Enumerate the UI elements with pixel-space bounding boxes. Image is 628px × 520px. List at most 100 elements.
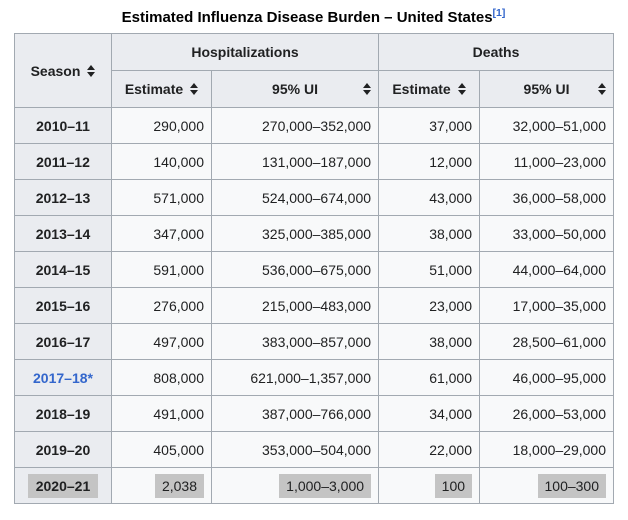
deaths-estimate-value: 43,000: [429, 189, 473, 206]
deaths-ui-value: 32,000–51,000: [512, 117, 607, 134]
influenza-burden-table: Season Hospitalizations Deaths Estimate …: [14, 33, 615, 504]
deaths-ui-value: 44,000–64,000: [512, 261, 607, 278]
hosp-estimate-cell: 140,000: [111, 143, 212, 180]
hosp-ui-cell: 325,000–385,000: [210, 215, 380, 252]
hosp-estimate-value: 405,000: [153, 441, 204, 458]
deaths-ui-cell: 17,000–35,000: [479, 287, 615, 324]
sort-icon: [457, 83, 466, 96]
hosp-estimate-value: 2,038: [154, 473, 204, 498]
deaths-estimate-cell: 12,000: [378, 143, 481, 180]
season-cell: 2019–20: [14, 431, 112, 468]
deaths-ui-value: 100–300: [537, 473, 607, 498]
hosp-estimate-cell: 571,000: [111, 179, 212, 216]
season-link[interactable]: 2017–18*: [33, 369, 93, 386]
hosp-estimate-cell: 497,000: [111, 323, 212, 360]
table-row: 2014–15 591,000 536,000–675,000 51,000 4…: [14, 251, 615, 288]
hosp-ui-value: 325,000–385,000: [262, 225, 372, 242]
influenza-burden-table-container: Estimated Influenza Disease Burden – Uni…: [14, 6, 615, 504]
season-label: 2013–14: [35, 225, 91, 242]
hosp-estimate-value: 808,000: [153, 369, 204, 386]
season-cell: 2017–18*: [14, 359, 112, 396]
hosp-ui-header-label: 95% UI: [272, 81, 318, 97]
hosp-ui-value: 270,000–352,000: [262, 117, 372, 134]
deaths-ui-cell: 28,500–61,000: [479, 323, 615, 360]
table-body: 2010–11 290,000 270,000–352,000 37,000 3…: [14, 107, 615, 504]
deaths-estimate-header-label: Estimate: [392, 81, 451, 97]
deaths-ui-cell: 36,000–58,000: [479, 179, 615, 216]
table-row: 2012–13 571,000 524,000–674,000 43,000 3…: [14, 179, 615, 216]
hosp-ui-value: 383,000–857,000: [262, 333, 372, 350]
deaths-ui-value: 36,000–58,000: [512, 189, 607, 206]
hosp-ui-cell: 1,000–3,000: [210, 467, 380, 504]
deaths-estimate-value: 51,000: [429, 261, 473, 278]
season-cell: 2010–11: [14, 107, 112, 144]
hosp-ui-cell: 215,000–483,000: [210, 287, 380, 324]
sort-icon: [598, 83, 607, 95]
hosp-ui-value: 215,000–483,000: [262, 297, 372, 314]
table-row: 2019–20 405,000 353,000–504,000 22,000 1…: [14, 431, 615, 468]
hosp-ui-value: 1,000–3,000: [279, 473, 372, 498]
hosp-ui-cell: 353,000–504,000: [210, 431, 380, 468]
hosp-estimate-header-label: Estimate: [124, 81, 184, 97]
deaths-estimate-column-header[interactable]: Estimate: [378, 70, 481, 108]
deaths-ui-cell: 33,000–50,000: [479, 215, 615, 252]
deaths-ui-column-header[interactable]: 95% UI: [479, 70, 615, 108]
season-cell: 2015–16: [14, 287, 112, 324]
season-cell: 2020–21: [14, 467, 112, 504]
hosp-estimate-value: 591,000: [153, 261, 204, 278]
hosp-ui-cell: 270,000–352,000: [210, 107, 380, 144]
hosp-estimate-cell: 591,000: [111, 251, 212, 288]
hosp-estimate-cell: 491,000: [111, 395, 212, 432]
group-header-row: Season Hospitalizations Deaths: [14, 33, 615, 108]
hosp-estimate-value: 497,000: [153, 333, 204, 350]
season-cell: 2013–14: [14, 215, 112, 252]
deaths-estimate-cell: 100: [378, 467, 481, 504]
season-cell: 2016–17: [14, 323, 112, 360]
hosp-estimate-cell: 405,000: [111, 431, 212, 468]
hosp-ui-value: 536,000–675,000: [262, 261, 372, 278]
hosp-estimate-value: 290,000: [153, 117, 204, 134]
table-row: 2011–12 140,000 131,000–187,000 12,000 1…: [14, 143, 615, 180]
hosp-estimate-cell: 290,000: [111, 107, 212, 144]
deaths-estimate-cell: 34,000: [378, 395, 481, 432]
season-label: 2011–12: [36, 153, 90, 170]
deaths-estimate-value: 34,000: [429, 405, 473, 422]
table-row: 2015–16 276,000 215,000–483,000 23,000 1…: [14, 287, 615, 324]
season-cell: 2011–12: [14, 143, 112, 180]
hosp-estimate-cell: 808,000: [111, 359, 212, 396]
hosp-ui-cell: 524,000–674,000: [210, 179, 380, 216]
hosp-estimate-cell: 2,038: [111, 467, 212, 504]
table-row: 2017–18* 808,000 621,000–1,357,000 61,00…: [14, 359, 615, 396]
deaths-ui-cell: 100–300: [479, 467, 615, 504]
hosp-ui-value: 524,000–674,000: [262, 189, 372, 206]
sort-icon: [87, 64, 96, 77]
hosp-estimate-column-header[interactable]: Estimate: [111, 70, 212, 108]
deaths-estimate-cell: 38,000: [378, 323, 481, 360]
hosp-ui-column-header[interactable]: 95% UI: [210, 70, 380, 108]
deaths-ui-value: 18,000–29,000: [512, 441, 607, 458]
deaths-estimate-value: 22,000: [429, 441, 473, 458]
deaths-estimate-cell: 23,000: [378, 287, 481, 324]
season-column-header[interactable]: Season: [14, 33, 112, 108]
hosp-ui-cell: 131,000–187,000: [210, 143, 380, 180]
season-label: 2012–13: [35, 189, 91, 206]
deaths-estimate-cell: 38,000: [378, 215, 481, 252]
deaths-ui-value: 26,000–53,000: [512, 405, 607, 422]
deaths-ui-value: 28,500–61,000: [512, 333, 607, 350]
reference-link[interactable]: [1]: [492, 7, 506, 19]
deaths-estimate-value: 12,000: [429, 153, 473, 170]
season-label: 2019–20: [35, 441, 91, 458]
season-label: 2016–17: [35, 333, 91, 350]
deaths-ui-header-label: 95% UI: [523, 81, 570, 97]
season-header-label: Season: [30, 62, 81, 79]
season-label: 2010–11: [36, 117, 90, 134]
hosp-ui-cell: 383,000–857,000: [210, 323, 380, 360]
deaths-estimate-value: 38,000: [429, 225, 473, 242]
hosp-estimate-value: 276,000: [153, 297, 204, 314]
sort-icon: [190, 83, 199, 96]
deaths-estimate-value: 38,000: [429, 333, 473, 350]
deaths-ui-value: 33,000–50,000: [512, 225, 607, 242]
hosp-estimate-cell: 276,000: [111, 287, 212, 324]
table-row: 2020–21 2,038 1,000–3,000 100 100–300: [14, 467, 615, 504]
deaths-estimate-cell: 61,000: [378, 359, 481, 396]
